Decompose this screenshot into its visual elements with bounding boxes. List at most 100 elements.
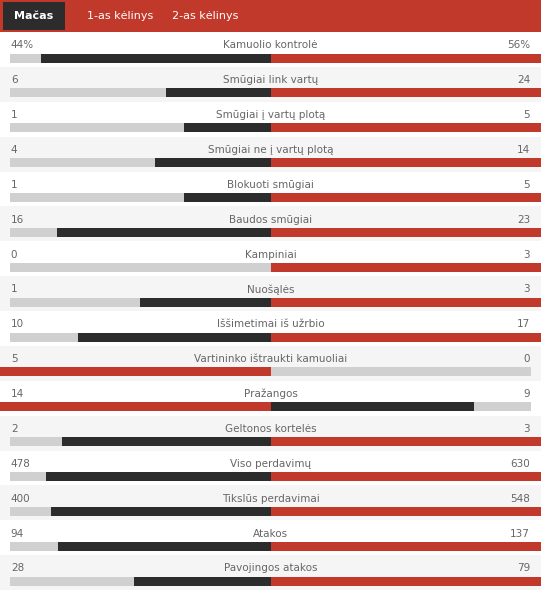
- Text: Kampiniai: Kampiniai: [245, 250, 296, 260]
- Bar: [10, 54, 531, 63]
- Text: 2: 2: [11, 424, 17, 434]
- Bar: [77, 333, 270, 342]
- Bar: [0, 451, 541, 486]
- Bar: [134, 577, 270, 586]
- Text: 14: 14: [11, 389, 24, 399]
- Bar: [0, 381, 541, 415]
- Text: 14: 14: [517, 145, 530, 155]
- Bar: [0, 32, 541, 67]
- Bar: [10, 193, 531, 202]
- Text: Smūgiai link vartų: Smūgiai link vartų: [223, 75, 318, 85]
- Bar: [0, 555, 541, 590]
- Bar: [10, 123, 531, 132]
- Text: 1: 1: [11, 110, 17, 120]
- Bar: [270, 507, 541, 516]
- Bar: [270, 228, 541, 237]
- Text: Geltonos kortelės: Geltonos kortelės: [225, 424, 316, 434]
- Bar: [0, 520, 541, 555]
- Bar: [183, 123, 270, 132]
- Text: 9: 9: [524, 389, 530, 399]
- Text: Iššimetimai iš užrbio: Iššimetimai iš užrbio: [217, 319, 324, 329]
- Bar: [270, 577, 541, 586]
- Bar: [0, 368, 270, 376]
- Text: Smūgiai ne į vartų plotą: Smūgiai ne į vartų plotą: [208, 145, 333, 155]
- Text: 1: 1: [11, 284, 17, 294]
- Text: 1-as kėlinys: 1-as kėlinys: [87, 11, 153, 21]
- Bar: [0, 486, 541, 520]
- Text: 28: 28: [11, 563, 24, 573]
- Text: 5: 5: [524, 110, 530, 120]
- Text: 16: 16: [11, 215, 24, 225]
- Text: Baudos smūgiai: Baudos smūgiai: [229, 215, 312, 225]
- Text: Nuošąlės: Nuošąlės: [247, 284, 294, 294]
- Text: 2-as kėlinys: 2-as kėlinys: [172, 11, 238, 21]
- Text: 17: 17: [517, 319, 530, 329]
- Text: 3: 3: [524, 250, 530, 260]
- Bar: [10, 298, 531, 307]
- Text: 1: 1: [11, 180, 17, 190]
- Text: Tikslūs perdavimai: Tikslūs perdavimai: [222, 494, 319, 504]
- Bar: [270, 123, 541, 132]
- Text: Pražangos: Pražangos: [243, 389, 298, 399]
- Bar: [270, 472, 541, 481]
- Bar: [270, 333, 541, 342]
- Bar: [270, 193, 541, 202]
- Bar: [166, 88, 270, 97]
- Bar: [10, 333, 531, 342]
- Text: Blokuoti smūgiai: Blokuoti smūgiai: [227, 180, 314, 190]
- Text: 5: 5: [524, 180, 530, 190]
- Bar: [10, 542, 531, 551]
- Text: Viso perdavimų: Viso perdavimų: [230, 459, 311, 468]
- Bar: [10, 228, 531, 237]
- Text: 94: 94: [11, 529, 24, 539]
- Text: 478: 478: [11, 459, 31, 468]
- Bar: [0, 206, 541, 241]
- Bar: [270, 542, 541, 551]
- Text: Mačas: Mačas: [15, 11, 54, 21]
- Bar: [46, 472, 270, 481]
- Bar: [10, 158, 531, 167]
- Text: Kamuolio kontrolė: Kamuolio kontrolė: [223, 40, 318, 50]
- Text: Pavojingos atakos: Pavojingos atakos: [224, 563, 317, 573]
- Text: 3: 3: [524, 424, 530, 434]
- Bar: [0, 101, 541, 137]
- Text: 10: 10: [11, 319, 24, 329]
- Bar: [140, 298, 270, 307]
- Bar: [270, 54, 541, 63]
- Bar: [10, 88, 531, 97]
- Text: 23: 23: [517, 215, 530, 225]
- Bar: [10, 263, 531, 272]
- Text: Vartininko ištraukti kamuoliai: Vartininko ištraukti kamuoliai: [194, 354, 347, 364]
- Text: 630: 630: [510, 459, 530, 468]
- Bar: [58, 542, 270, 551]
- Text: 548: 548: [510, 494, 530, 504]
- Text: 4: 4: [11, 145, 17, 155]
- Bar: [270, 437, 541, 446]
- Bar: [10, 402, 531, 411]
- Bar: [51, 507, 270, 516]
- Bar: [155, 158, 270, 167]
- Bar: [270, 88, 541, 97]
- Text: 3: 3: [524, 284, 530, 294]
- Text: 6: 6: [11, 75, 17, 85]
- Bar: [0, 0, 541, 32]
- Bar: [270, 402, 474, 411]
- Bar: [270, 263, 541, 272]
- Bar: [0, 311, 541, 346]
- Text: 400: 400: [11, 494, 30, 504]
- Bar: [270, 298, 541, 307]
- Text: 44%: 44%: [11, 40, 34, 50]
- Bar: [0, 241, 541, 276]
- Bar: [10, 577, 531, 586]
- Text: 0: 0: [524, 354, 530, 364]
- Bar: [0, 415, 541, 451]
- Bar: [0, 137, 541, 172]
- Bar: [10, 437, 531, 446]
- Bar: [270, 158, 541, 167]
- Bar: [0, 276, 541, 311]
- Bar: [183, 193, 270, 202]
- Text: 5: 5: [11, 354, 17, 364]
- Bar: [10, 472, 531, 481]
- Bar: [0, 172, 541, 206]
- Text: 0: 0: [11, 250, 17, 260]
